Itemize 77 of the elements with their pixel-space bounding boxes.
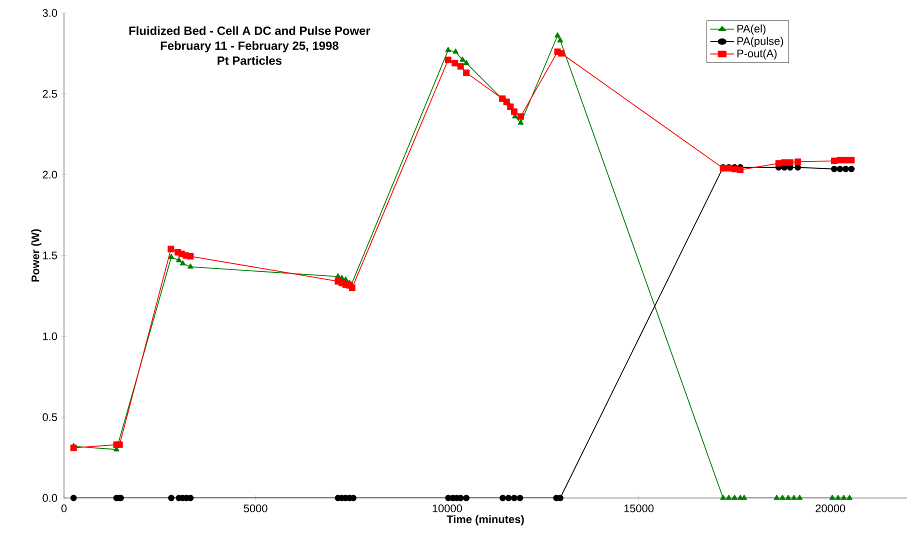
annotation: Pt Particles xyxy=(218,56,282,65)
point xyxy=(188,264,194,269)
x-tick-label: 20000 xyxy=(816,504,846,512)
point xyxy=(463,70,470,76)
point xyxy=(732,494,738,500)
point xyxy=(781,159,788,166)
x-axis-title: Time (minutes) xyxy=(446,515,524,526)
point xyxy=(463,494,470,502)
y-tick-label: 1.0 xyxy=(43,332,58,340)
legend-label: PA(el) xyxy=(737,24,766,35)
point xyxy=(180,260,186,266)
point xyxy=(830,166,838,172)
point xyxy=(518,120,524,125)
point xyxy=(558,50,565,57)
point xyxy=(510,494,518,502)
point xyxy=(510,108,518,115)
x-tick-label: 15000 xyxy=(624,504,654,512)
point xyxy=(794,164,802,171)
y-tick-label: 2.5 xyxy=(42,90,58,98)
point xyxy=(507,104,514,110)
point xyxy=(452,48,458,54)
point xyxy=(168,246,174,252)
point xyxy=(70,494,77,502)
y-tick-label: 2.0 xyxy=(42,170,58,179)
point xyxy=(503,98,510,106)
point xyxy=(70,444,77,452)
point xyxy=(785,494,792,500)
point xyxy=(737,166,744,174)
point xyxy=(168,254,174,259)
text: Fluidized Bed - Cell A DC and Pulse Power xyxy=(129,26,370,35)
point xyxy=(786,159,794,166)
point xyxy=(836,156,844,164)
point xyxy=(554,32,560,38)
point xyxy=(741,494,748,500)
point xyxy=(350,494,357,502)
point xyxy=(500,494,506,502)
x-tick-label: 0 xyxy=(61,504,67,512)
point xyxy=(796,494,803,500)
point xyxy=(848,156,855,164)
point xyxy=(794,158,802,165)
point xyxy=(187,253,194,260)
legend-label: P-out(A) xyxy=(737,49,777,60)
point xyxy=(505,494,512,502)
point xyxy=(516,494,524,502)
y-axis-title: Power (W) xyxy=(31,229,42,282)
point xyxy=(518,113,524,120)
point xyxy=(840,494,847,500)
point xyxy=(829,494,836,500)
point xyxy=(842,166,849,172)
point xyxy=(726,494,732,500)
point xyxy=(445,46,452,52)
point xyxy=(720,494,726,500)
y-tick-label: 3.0 xyxy=(42,9,58,17)
point xyxy=(116,441,123,448)
y-tick-label: 0.5 xyxy=(42,413,58,422)
point xyxy=(557,37,564,42)
text: February 11 - February 25, 1998 xyxy=(160,41,338,52)
x-tick-label: 10000 xyxy=(432,504,462,512)
point xyxy=(836,166,844,172)
point xyxy=(460,56,466,62)
point xyxy=(168,494,175,502)
y-tick-label: 0.0 xyxy=(42,494,58,502)
point xyxy=(835,494,841,500)
point xyxy=(452,60,458,66)
point xyxy=(780,494,786,500)
point xyxy=(176,257,182,262)
legend-label: PA(pulse) xyxy=(737,36,784,48)
point xyxy=(848,166,855,172)
point xyxy=(791,494,797,500)
point xyxy=(444,56,452,64)
point xyxy=(457,63,464,70)
x-tick-label: 5000 xyxy=(244,504,268,512)
point xyxy=(348,284,356,292)
point xyxy=(463,60,470,65)
point xyxy=(774,494,780,500)
point xyxy=(846,494,852,500)
y-tick-label: 1.5 xyxy=(43,252,58,260)
